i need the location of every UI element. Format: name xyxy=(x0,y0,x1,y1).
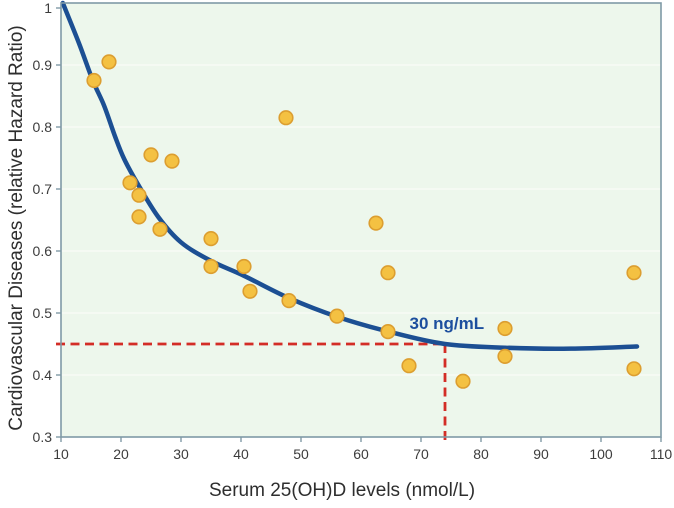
reference-dashed-lines xyxy=(56,342,447,441)
data-point xyxy=(401,358,417,374)
data-point xyxy=(236,258,252,275)
data-point xyxy=(101,54,117,70)
data-point xyxy=(497,320,513,337)
threshold-annotation: 30 ng/mL xyxy=(409,314,484,333)
data-point xyxy=(380,265,396,281)
data-point xyxy=(131,187,147,203)
data-point xyxy=(242,283,258,299)
data-point xyxy=(152,221,168,237)
data-point xyxy=(164,153,180,169)
data-point xyxy=(281,293,297,309)
data-point xyxy=(122,175,138,191)
x-tick-label: 110 xyxy=(650,446,673,462)
x-tick-label: 80 xyxy=(473,446,489,462)
y-tick-label: 1 xyxy=(44,0,52,16)
data-point xyxy=(203,258,219,275)
y-tick-label: 0.7 xyxy=(33,181,53,197)
trend-curve xyxy=(60,0,640,351)
data-point xyxy=(278,110,294,126)
x-tick-label: 100 xyxy=(589,446,613,462)
y-tick-label: 0.3 xyxy=(33,429,53,445)
x-tick-label: 90 xyxy=(533,446,549,462)
plot-area-background xyxy=(61,3,661,437)
x-tick-label: 70 xyxy=(413,446,429,462)
data-point xyxy=(86,72,102,89)
axis-ticks-and-labels: 10 20 30 40 50 60 70 80 90 100 110 1 0.9 0.8 0.7 0.6 0.5… xyxy=(33,0,673,462)
x-tick-label: 40 xyxy=(233,446,249,462)
data-point xyxy=(626,265,642,281)
x-tick-label: 60 xyxy=(353,446,369,462)
data-point xyxy=(455,373,471,389)
data-point xyxy=(497,348,513,365)
data-point xyxy=(329,308,345,324)
y-tick-label: 0.9 xyxy=(33,57,53,73)
x-tick-label: 50 xyxy=(293,446,309,462)
x-tick-label: 30 xyxy=(173,446,189,462)
x-axis-title: Serum 25(OH)D levels (nmol/L) xyxy=(209,480,475,501)
data-point xyxy=(203,231,219,247)
data-point xyxy=(131,209,147,225)
data-point xyxy=(626,361,642,377)
scatter-points xyxy=(86,54,642,389)
y-tick-label: 0.5 xyxy=(33,305,53,321)
x-tick-label: 10 xyxy=(53,446,69,462)
data-point xyxy=(143,147,159,163)
y-tick-label: 0.6 xyxy=(33,243,53,259)
data-point xyxy=(380,324,396,340)
trend-curve-path xyxy=(60,0,640,351)
y-axis-title: Cardiovascular Diseases (relative Hazard… xyxy=(6,25,27,431)
y-tick-label: 0.4 xyxy=(33,367,53,383)
data-point xyxy=(368,215,384,231)
x-tick-label: 20 xyxy=(113,446,129,462)
y-tick-label: 0.8 xyxy=(33,119,53,135)
gridlines xyxy=(61,64,661,376)
